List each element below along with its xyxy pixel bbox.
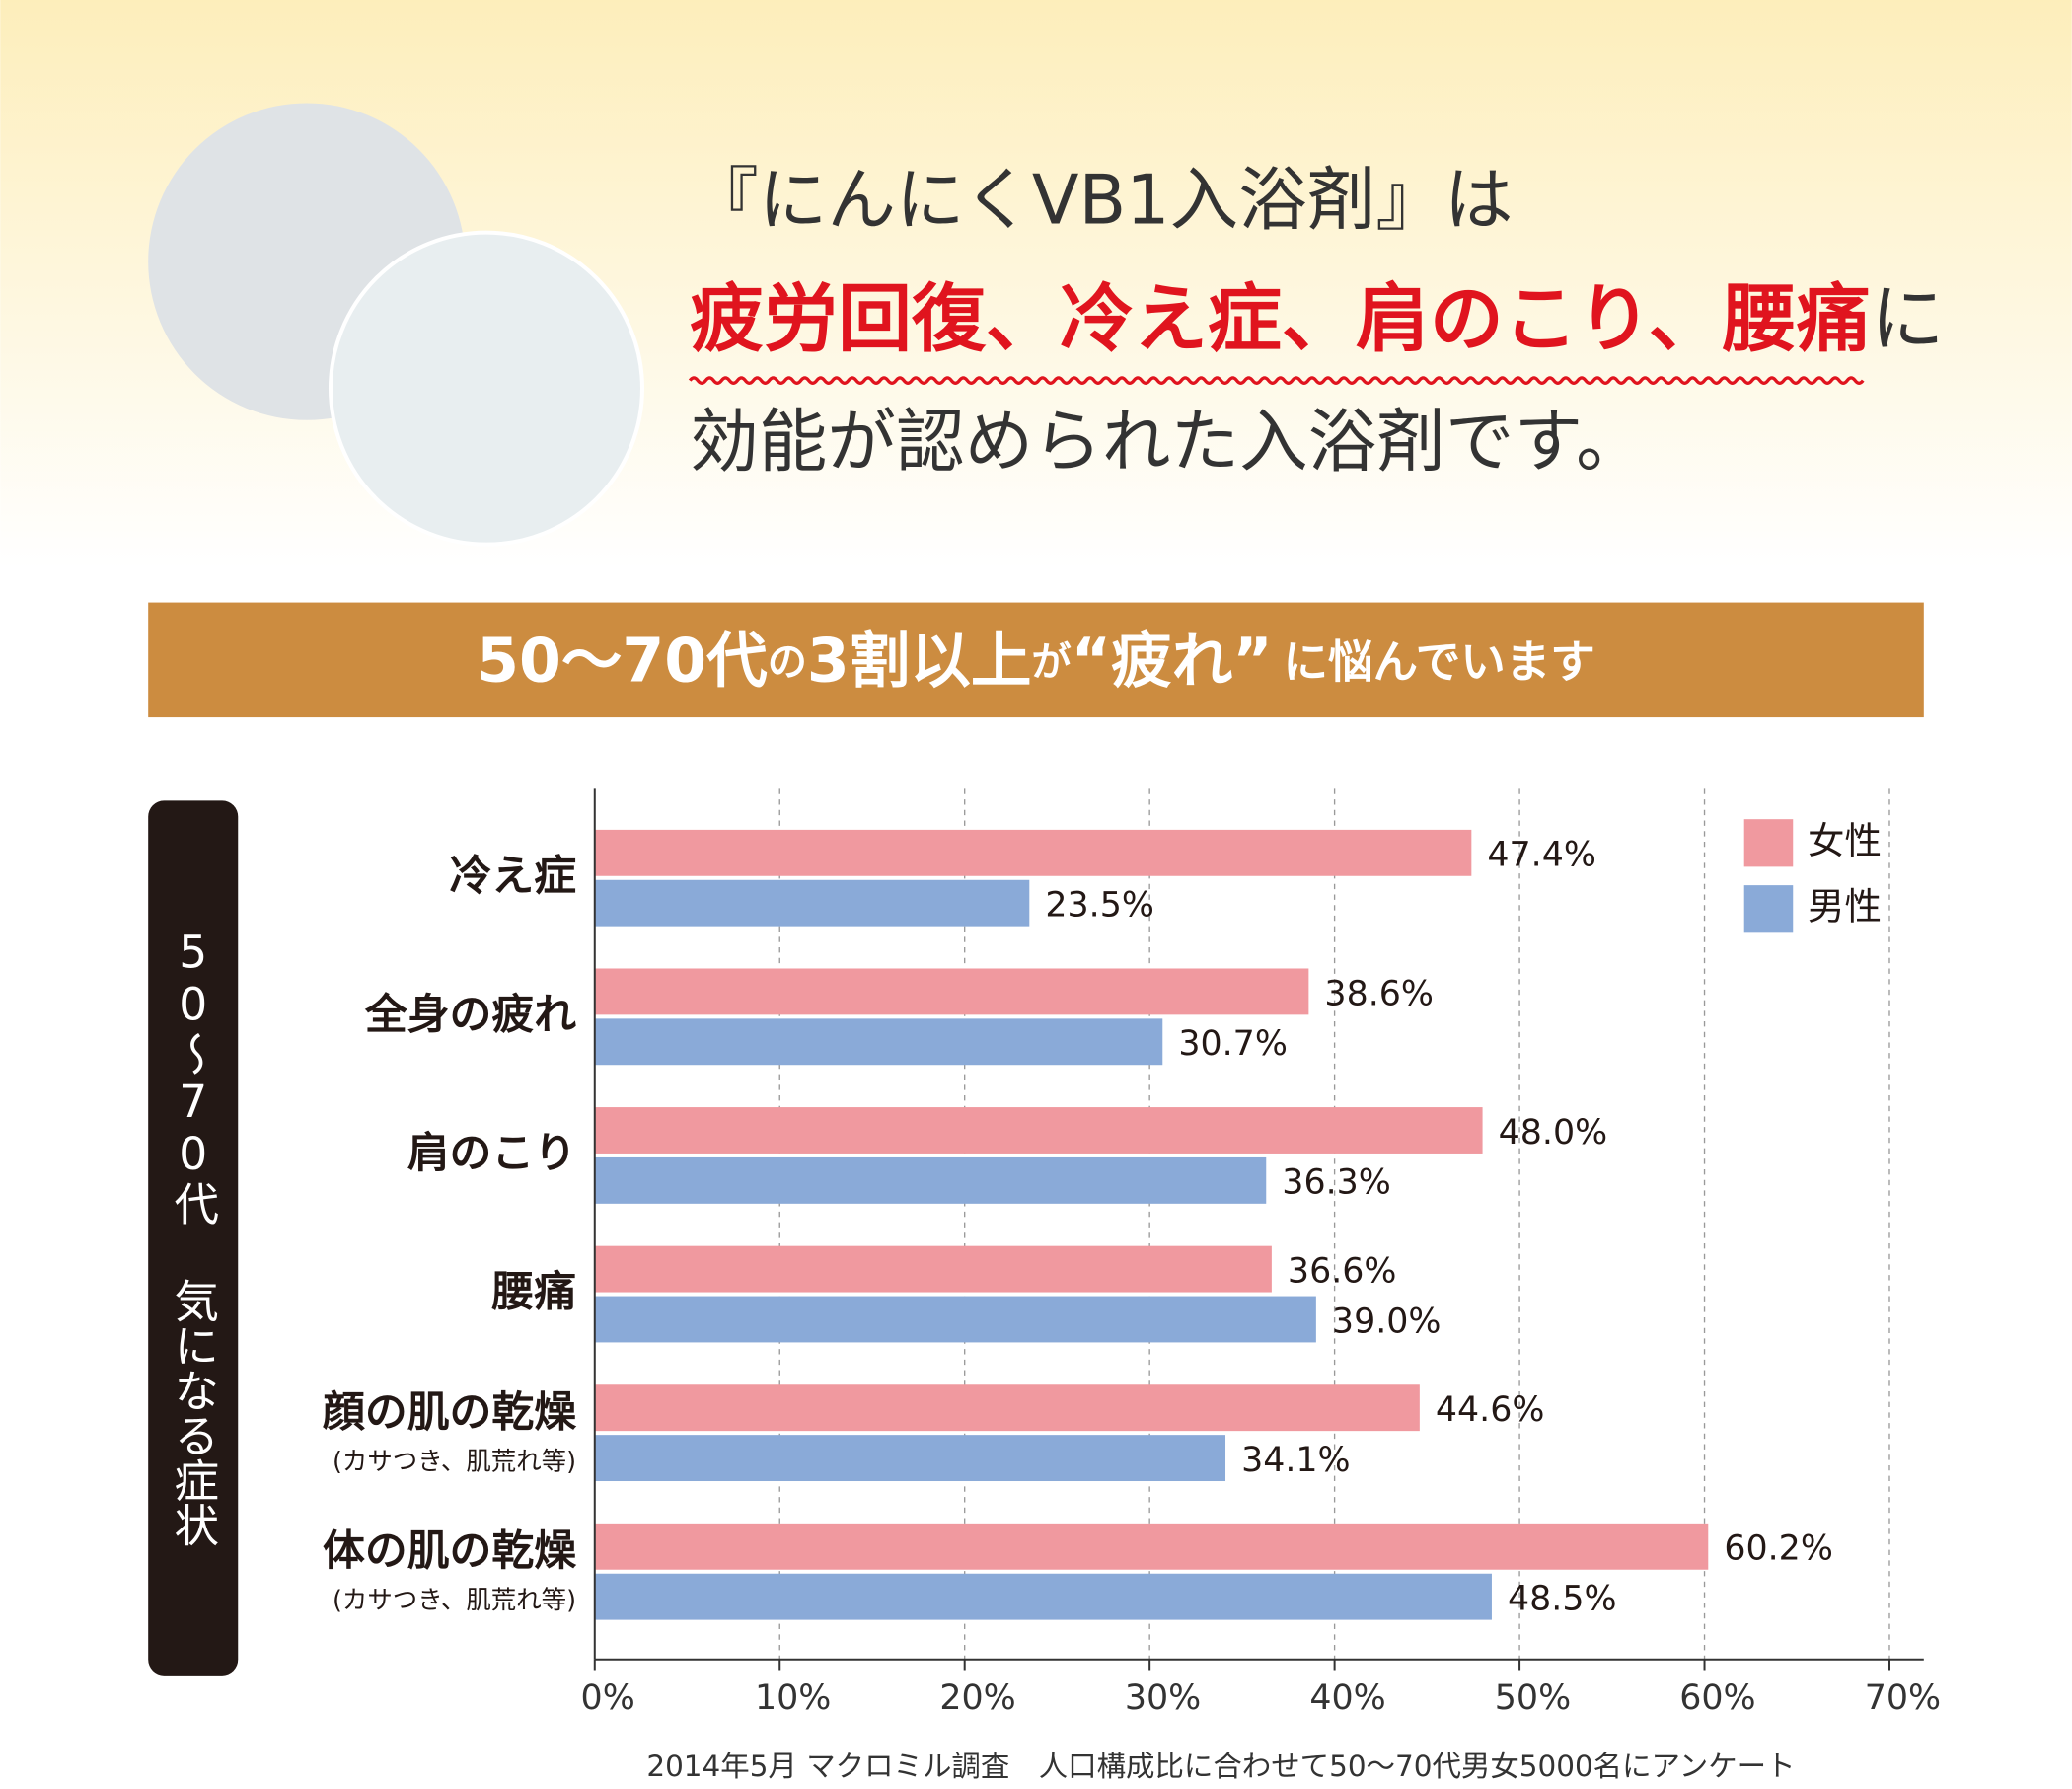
bar	[594, 1296, 1316, 1343]
banner-text: 50～70代の3割以上が“疲れ” に悩んでいます	[477, 626, 1595, 697]
value-label: 48.0%	[1499, 1113, 1608, 1153]
value-label: 38.6%	[1324, 974, 1434, 1013]
bar	[594, 968, 1309, 1015]
value-label: 36.3%	[1282, 1163, 1391, 1203]
category-label: 腰痛	[490, 1268, 576, 1317]
legend-label: 女性	[1808, 819, 1882, 862]
legend-swatch	[1743, 885, 1794, 933]
value-label: 30.7%	[1178, 1024, 1288, 1064]
y-axis-title: 50～70代 気になる症状	[167, 927, 219, 1547]
source-note: 2014年5月 マクロミル調査 人口構成比に合わせて50～70代男女5000名に…	[646, 1750, 1795, 1783]
y-axis-title-box	[148, 800, 239, 1676]
value-label: 34.1%	[1241, 1441, 1351, 1480]
value-label: 60.2%	[1724, 1529, 1833, 1569]
value-label: 23.5%	[1045, 886, 1154, 926]
category-label: 体の肌の乾燥	[323, 1527, 577, 1576]
bar	[594, 829, 1472, 876]
header-line3: 効能が認められた入浴剤です。	[690, 403, 1645, 483]
category-note: (カサつき、肌荒れ等)	[333, 1446, 576, 1475]
x-tick-label: 20%	[939, 1678, 1015, 1718]
bar	[594, 1523, 1709, 1570]
bar	[594, 1384, 1420, 1432]
wavy-underline	[688, 376, 1865, 385]
x-tick-label: 10%	[755, 1678, 831, 1718]
x-tick-label: 60%	[1679, 1678, 1755, 1718]
category-label: 顔の肌の乾燥	[323, 1388, 577, 1438]
banner	[148, 602, 1924, 718]
category-note: (カサつき、肌荒れ等)	[333, 1585, 576, 1614]
photo-woman	[328, 230, 644, 547]
x-tick-label: 40%	[1309, 1678, 1385, 1718]
legend-swatch	[1743, 819, 1794, 867]
bar	[594, 1018, 1163, 1066]
legend-label: 男性	[1808, 885, 1882, 929]
bar	[594, 879, 1030, 927]
header-line1: 『にんにくVB1入浴剤』は	[690, 161, 1513, 241]
bar	[594, 1435, 1226, 1482]
bar	[594, 1573, 1492, 1620]
value-label: 48.5%	[1508, 1580, 1617, 1619]
x-tick-label: 70%	[1865, 1678, 1941, 1718]
header-line2: 疲労回復、冷え症、肩のこり、腰痛に	[690, 275, 1945, 362]
bar	[594, 1245, 1272, 1293]
x-tick-label: 30%	[1125, 1678, 1201, 1718]
category-label: 冷え症	[450, 852, 576, 901]
value-label: 39.0%	[1332, 1302, 1442, 1341]
bar	[594, 1107, 1483, 1154]
value-label: 36.6%	[1288, 1251, 1397, 1291]
value-label: 44.6%	[1436, 1390, 1545, 1430]
x-tick-label: 50%	[1495, 1678, 1571, 1718]
x-tick-label: 0%	[581, 1678, 635, 1718]
value-label: 47.4%	[1487, 836, 1596, 875]
bar	[594, 1156, 1267, 1204]
category-label: 全身の疲れ	[364, 991, 576, 1040]
category-label: 肩のこり	[407, 1129, 576, 1178]
